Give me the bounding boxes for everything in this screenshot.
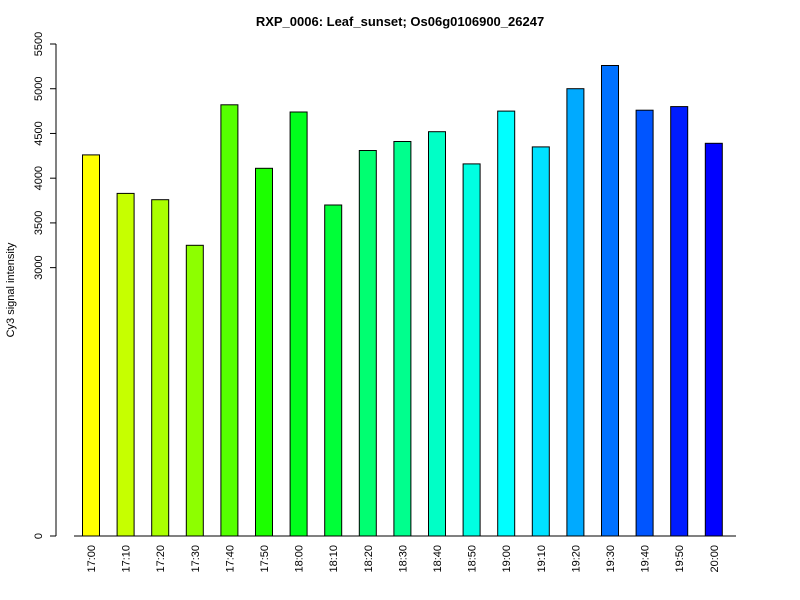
- chart-title: RXP_0006: Leaf_sunset; Os06g0106900_2624…: [256, 14, 544, 29]
- bar-1840: [428, 131, 446, 537]
- x-tick-label: 18:00: [294, 545, 306, 573]
- bar-1920: [566, 88, 585, 537]
- y-tick-label: 0: [33, 533, 45, 539]
- bar-1830: [393, 141, 412, 537]
- bar-1910: [531, 146, 550, 537]
- bar-1720: [151, 199, 170, 537]
- x-tick-label: 20:00: [709, 545, 721, 573]
- x-tick-label: 18:20: [363, 545, 375, 573]
- bar-1940: [635, 109, 654, 537]
- bar-1850: [462, 163, 481, 537]
- x-tick-label: 17:00: [86, 545, 98, 573]
- bar-1740: [220, 104, 239, 537]
- bar-1700: [82, 154, 100, 537]
- x-tick-label: 18:30: [397, 545, 409, 573]
- y-axis-label: Cy3 signal intensity: [5, 242, 17, 337]
- x-tick-label: 17:30: [190, 545, 202, 573]
- x-tick-label: 19:10: [536, 545, 548, 573]
- x-tick-label: 18:50: [467, 545, 479, 573]
- y-axis: 0 3000 3500 4000 4500 5000 5500: [33, 32, 57, 539]
- bar-2000: [704, 142, 723, 537]
- y-tick-label: 4500: [33, 121, 45, 145]
- bar-1950: [670, 106, 689, 537]
- bar-1750: [255, 167, 273, 537]
- bar-1900: [497, 110, 516, 537]
- x-tick-label: 18:10: [328, 545, 340, 573]
- x-tick-label: 19:50: [674, 545, 686, 573]
- x-tick-label: 17:10: [121, 545, 133, 573]
- bar-1710: [116, 192, 135, 537]
- y-tick-label: 4000: [33, 166, 45, 190]
- y-tick-label: 5500: [33, 32, 45, 56]
- x-axis: 17:00 17:10 17:20 17:30 17:40 17:50 18:00 18:10…: [74, 535, 736, 573]
- bar-1810: [324, 204, 343, 537]
- x-tick-label: 19:00: [501, 545, 513, 573]
- y-tick-label: 3000: [33, 255, 45, 279]
- x-tick-label: 18:40: [432, 545, 444, 573]
- x-tick-label: 19:40: [640, 545, 652, 573]
- x-tick-label: 19:30: [605, 545, 617, 573]
- x-tick-label: 17:50: [259, 545, 271, 573]
- bar-1800: [289, 111, 308, 537]
- x-tick-label: 17:40: [224, 545, 236, 573]
- y-tick-label: 3500: [33, 211, 45, 235]
- bar-1820: [358, 150, 377, 537]
- bars-group: [82, 65, 723, 537]
- x-tick-label: 19:20: [570, 545, 582, 573]
- x-tick-label: 17:20: [155, 545, 167, 573]
- y-tick-label: 5000: [33, 76, 45, 100]
- bar-1730: [185, 244, 204, 537]
- bar-1930: [601, 65, 619, 537]
